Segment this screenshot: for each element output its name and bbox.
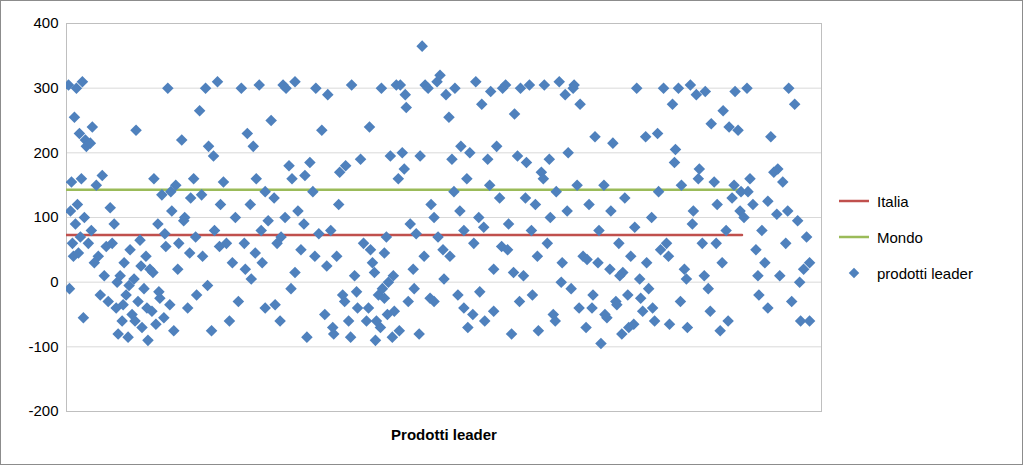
html-text:Italia: Italia bbox=[877, 192, 909, 210]
svg-text:Prodotti leader: Prodotti leader bbox=[391, 426, 497, 443]
svg-text:300: 300 bbox=[33, 79, 58, 96]
svg-text:-200: -200 bbox=[28, 402, 58, 419]
svg-text:-100: -100 bbox=[28, 338, 58, 355]
svg-text:100: 100 bbox=[33, 208, 58, 225]
svg-text:200: 200 bbox=[33, 144, 58, 161]
html-text:prodotti leader: prodotti leader bbox=[877, 264, 973, 282]
svg-text:0: 0 bbox=[50, 273, 58, 290]
html-text:Mondo: Mondo bbox=[877, 228, 923, 246]
svg-text:400: 400 bbox=[33, 14, 58, 31]
